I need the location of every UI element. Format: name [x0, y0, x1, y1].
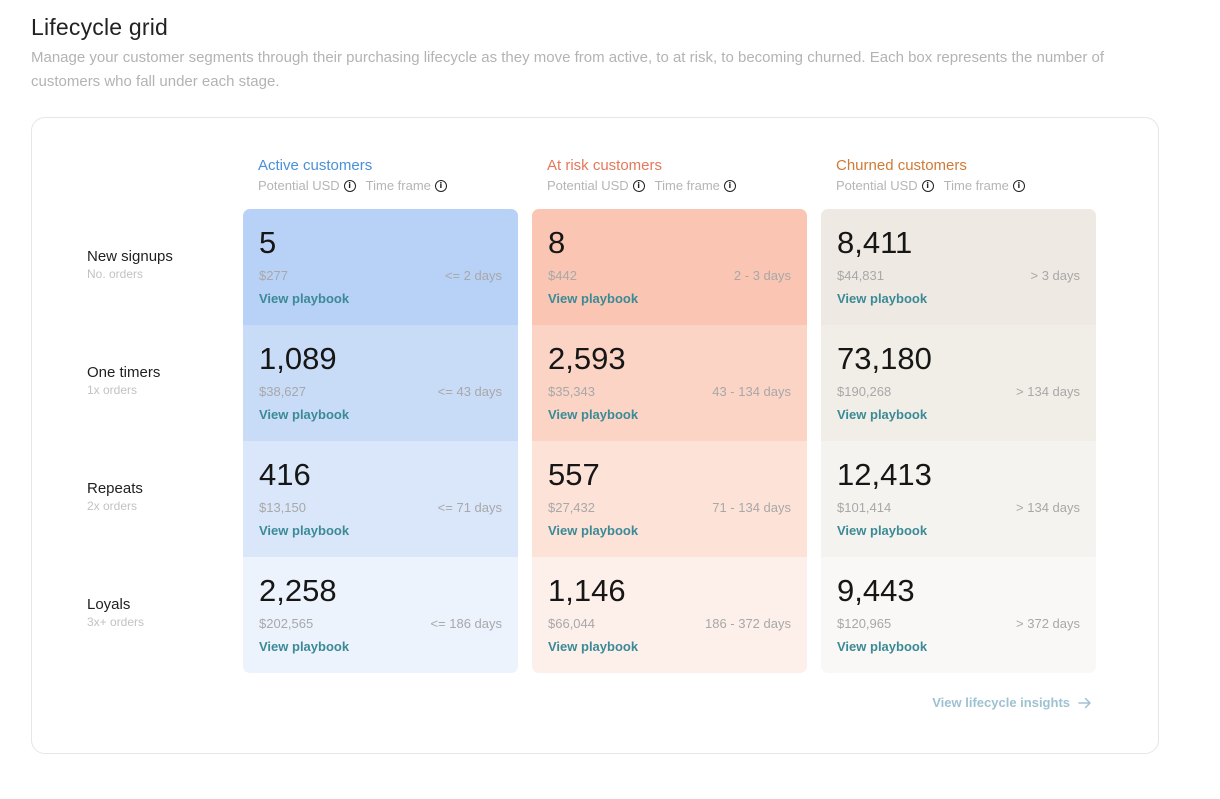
customer-count: 1,089 [259, 341, 337, 376]
view-lifecycle-insights-link[interactable]: View lifecycle insights [932, 695, 1092, 710]
info-icon[interactable]: i [343, 179, 356, 192]
column-header-at-risk: At risk customers Potential USD i Time f… [547, 157, 822, 193]
potential-usd-value: $66,044 [548, 616, 595, 631]
potential-usd-label: Potential USD [258, 178, 340, 193]
row-header-repeats: Repeats 2x orders [87, 480, 237, 513]
time-frame-value: > 3 days [1030, 268, 1080, 283]
insights-link-label: View lifecycle insights [932, 695, 1070, 710]
grid-cell[interactable]: 1,089 $38,627 <= 43 days View playbook [243, 325, 518, 441]
potential-usd-label: Potential USD [547, 178, 629, 193]
row-title: Repeats [87, 480, 143, 497]
grid-cell[interactable]: 9,443 $120,965 > 372 days View playbook [821, 557, 1096, 673]
grid-cell[interactable]: 557 $27,432 71 - 134 days View playbook [532, 441, 807, 557]
customer-count: 73,180 [837, 341, 932, 376]
view-playbook-link[interactable]: View playbook [259, 291, 350, 306]
view-playbook-link[interactable]: View playbook [259, 639, 350, 654]
column-title: Churned customers [836, 157, 967, 174]
customer-count: 8 [548, 225, 566, 260]
potential-usd-value: $277 [259, 268, 288, 283]
view-playbook-link[interactable]: View playbook [259, 407, 350, 422]
view-playbook-link[interactable]: View playbook [837, 639, 928, 654]
info-icon[interactable]: i [1012, 179, 1025, 192]
grid-cell[interactable]: 2,593 $35,343 43 - 134 days View playboo… [532, 325, 807, 441]
arrow-right-icon [1078, 697, 1091, 708]
view-playbook-link[interactable]: View playbook [548, 291, 639, 306]
grid-cell[interactable]: 5 $277 <= 2 days View playbook [243, 209, 518, 325]
grid-cell[interactable]: 12,413 $101,414 > 134 days View playbook [821, 441, 1096, 557]
grid-cell[interactable]: 8 $442 2 - 3 days View playbook [532, 209, 807, 325]
row-subtitle: 2x orders [87, 499, 138, 513]
potential-usd-value: $44,831 [837, 268, 884, 283]
page-description: Manage your customer segments through th… [31, 49, 1105, 90]
time-frame-value: 186 - 372 days [704, 616, 791, 631]
row-title: Loyals [87, 596, 131, 613]
time-frame-label: Time frame [943, 178, 1009, 193]
view-playbook-link[interactable]: View playbook [837, 291, 928, 306]
customer-count: 8,411 [837, 225, 913, 260]
potential-usd-value: $101,414 [837, 500, 892, 515]
row-header-loyals: Loyals 3x+ orders [87, 596, 237, 629]
potential-usd-value: $35,343 [548, 384, 595, 399]
row-header-one-timers: One timers 1x orders [87, 364, 237, 397]
grid-cell[interactable]: 2,258 $202,565 <= 186 days View playbook [243, 557, 518, 673]
customer-count: 9,443 [837, 573, 915, 608]
page-title: Lifecycle grid [31, 14, 169, 40]
row-header-new-signups: New signups No. orders [87, 248, 237, 281]
view-playbook-link[interactable]: View playbook [837, 523, 928, 538]
column-title: At risk customers [547, 157, 663, 174]
time-frame-value: <= 2 days [444, 268, 502, 283]
view-playbook-link[interactable]: View playbook [548, 407, 639, 422]
view-playbook-link[interactable]: View playbook [837, 407, 928, 422]
time-frame-value: 71 - 134 days [712, 500, 791, 515]
time-frame-value: > 134 days [1016, 384, 1080, 399]
row-subtitle: 1x orders [87, 383, 138, 397]
customer-count: 2,593 [548, 341, 626, 376]
customer-count: 557 [548, 457, 600, 492]
grid-cell[interactable]: 416 $13,150 <= 71 days View playbook [243, 441, 518, 557]
potential-usd-value: $202,565 [259, 616, 314, 631]
time-frame-label: Time frame [365, 178, 431, 193]
row-subtitle: No. orders [87, 267, 144, 281]
row-title: One timers [87, 364, 161, 381]
potential-usd-value: $120,965 [837, 616, 892, 631]
time-frame-value: > 134 days [1016, 500, 1080, 515]
row-title: New signups [87, 248, 173, 265]
time-frame-value: > 372 days [1016, 616, 1080, 631]
column-header-churned: Churned customers Potential USD i Time f… [836, 157, 1111, 193]
time-frame-value: <= 186 days [430, 616, 502, 631]
info-icon[interactable]: i [434, 179, 447, 192]
time-frame-value: <= 43 days [437, 384, 502, 399]
potential-usd-label: Potential USD [836, 178, 918, 193]
info-icon[interactable]: i [632, 179, 645, 192]
grid-cell[interactable]: 73,180 $190,268 > 134 days View playbook [821, 325, 1096, 441]
potential-usd-value: $190,268 [837, 384, 892, 399]
potential-usd-value: $13,150 [259, 500, 306, 515]
column-title: Active customers [258, 157, 373, 174]
grid-cell[interactable]: 1,146 $66,044 186 - 372 days View playbo… [532, 557, 807, 673]
info-icon[interactable]: i [921, 179, 934, 192]
column-header-active: Active customers Potential USD i Time fr… [258, 157, 533, 193]
time-frame-value: 2 - 3 days [733, 268, 791, 283]
customer-count: 1,146 [548, 573, 626, 608]
customer-count: 416 [259, 457, 311, 492]
customer-count: 5 [259, 225, 277, 260]
customer-count: 2,258 [259, 573, 337, 608]
potential-usd-value: $27,432 [548, 500, 595, 515]
info-icon[interactable]: i [723, 179, 736, 192]
view-playbook-link[interactable]: View playbook [259, 523, 350, 538]
customer-count: 12,413 [837, 457, 932, 492]
potential-usd-value: $442 [548, 268, 577, 283]
view-playbook-link[interactable]: View playbook [548, 523, 639, 538]
row-subtitle: 3x+ orders [87, 615, 145, 629]
view-playbook-link[interactable]: View playbook [548, 639, 639, 654]
time-frame-value: 43 - 134 days [712, 384, 791, 399]
time-frame-label: Time frame [654, 178, 720, 193]
time-frame-value: <= 71 days [437, 500, 502, 515]
grid-cell[interactable]: 8,411 $44,831 > 3 days View playbook [821, 209, 1096, 325]
potential-usd-value: $38,627 [259, 384, 306, 399]
